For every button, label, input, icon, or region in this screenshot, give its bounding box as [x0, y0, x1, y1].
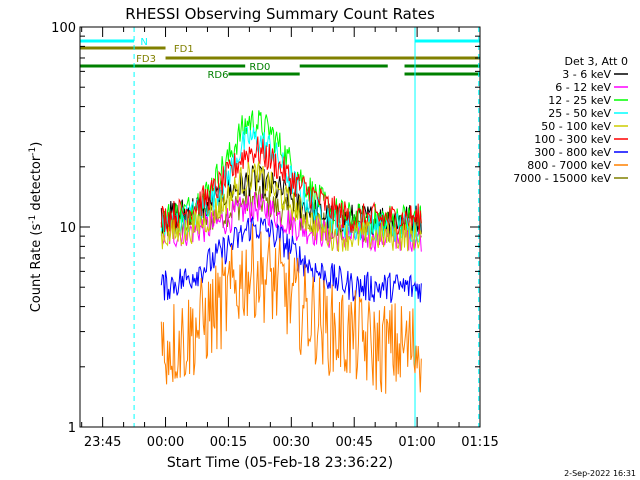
y-axis-label-exponent-1: -1 [28, 215, 38, 224]
flag-label-fd3: FD3 [136, 54, 156, 65]
legend-label: 12 - 25 keV [548, 94, 611, 107]
series-traces [160, 110, 422, 394]
flag-bars: N FD1 FD3 RD0 RD6 [80, 37, 480, 81]
legend-label: 3 - 6 keV [562, 68, 611, 81]
flag-label-rd6: RD6 [207, 70, 228, 81]
y-tick-label: 100 [51, 21, 76, 36]
x-tick-label: 01:00 [398, 435, 435, 450]
x-tick-label: 01:15 [461, 435, 498, 450]
chart-title: RHESSI Observing Summary Count Rates [125, 5, 435, 23]
x-tick-label: 00:15 [210, 435, 247, 450]
legend-label: 6 - 12 keV [555, 81, 611, 94]
series-trace-4 [160, 161, 422, 252]
flag-label-n: N [140, 37, 147, 48]
x-tick-label: 00:00 [147, 435, 184, 450]
y-axis-label: Count Rate (s-1 detector-1) [28, 142, 44, 313]
timestamp: 2-Sep-2022 16:31 [564, 469, 636, 478]
x-tick-label: 23:45 [84, 435, 121, 450]
series-trace-5 [160, 136, 422, 235]
flag-label-fd1: FD1 [174, 44, 194, 55]
y-tick-label: 10 [59, 221, 76, 236]
x-tick-label: 00:45 [335, 435, 372, 450]
y-axis-ticks: 1 10 100 [51, 21, 480, 436]
x-axis-label: Start Time (05-Feb-18 23:36:22) [167, 455, 393, 471]
y-axis-label-base: Count Rate (s [29, 224, 44, 313]
x-axis-ticks: 23:45 00:00 00:15 00:30 00:45 01:00 01:15 [81, 27, 499, 450]
legend-label: 25 - 50 keV [548, 107, 611, 120]
x-tick-label: 00:30 [273, 435, 310, 450]
legend-label: 100 - 300 keV [534, 133, 611, 146]
legend-label: 800 - 7000 keV [527, 159, 611, 172]
series-trace-6 [160, 216, 422, 303]
series-trace-7 [160, 223, 422, 394]
legend-label: 300 - 800 keV [534, 146, 611, 159]
flag-label-rd0: RD0 [249, 62, 270, 73]
legend-label: 50 - 100 keV [541, 120, 611, 133]
y-axis-label-middle: detector [29, 155, 44, 215]
y-tick-label: 1 [68, 421, 76, 436]
legend-header: Det 3, Att 0 [565, 55, 629, 68]
legend-label: 7000 - 15000 keV [513, 172, 611, 185]
y-axis-label-end: ) [29, 142, 44, 147]
y-axis-label-exponent-2: -1 [28, 147, 38, 156]
